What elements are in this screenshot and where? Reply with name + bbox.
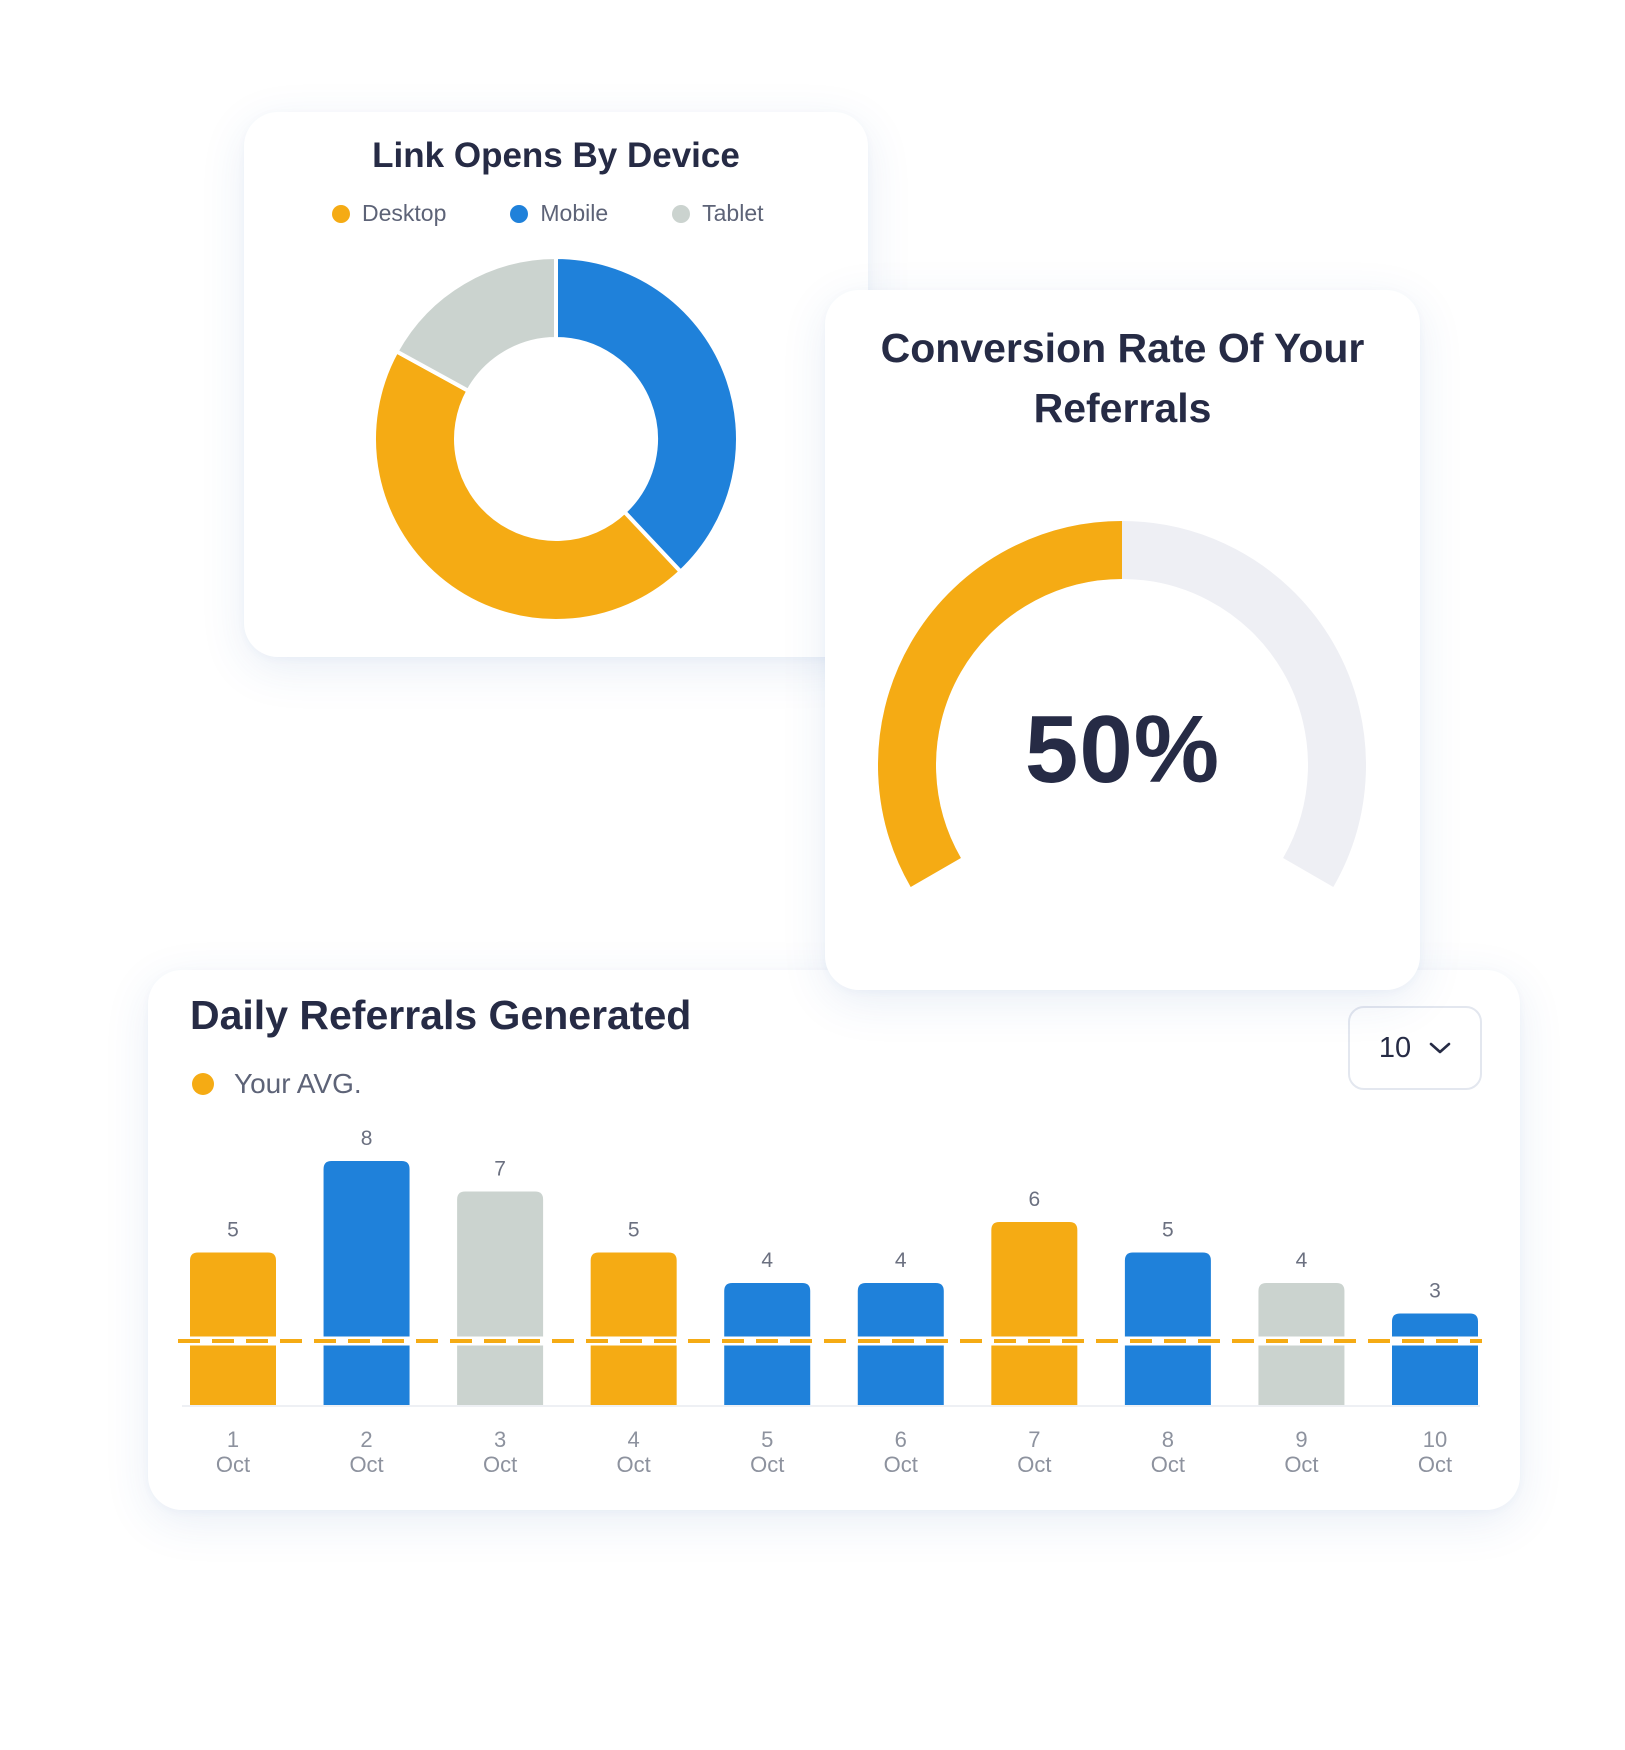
data-label-9: 4	[1296, 1249, 1308, 1272]
x-tick-label-8: 8 Oct	[1151, 1427, 1185, 1477]
chevron-down-icon	[1429, 1042, 1451, 1054]
days-count-select[interactable]: 10	[1348, 1006, 1482, 1090]
avg-legend-label: Your AVG.	[234, 1068, 362, 1099]
device-legend: Desktop Mobile Tablet	[332, 200, 764, 227]
gauge-fill	[878, 521, 1123, 887]
legend-item-mobile: Mobile	[510, 200, 608, 227]
x-tick-label-4: 4 Oct	[617, 1427, 651, 1477]
conversion-card: Conversion Rate Of Your Referrals 50%	[825, 290, 1420, 990]
x-tick-label-2: 2 Oct	[349, 1427, 383, 1477]
data-label-1: 5	[227, 1219, 239, 1242]
device-chart-title: Link Opens By Device	[372, 136, 740, 175]
legend-item-desktop: Desktop	[332, 200, 446, 227]
conversion-gauge	[878, 521, 1366, 887]
legend-label-mobile: Mobile	[540, 200, 609, 226]
conversion-chart-title: Conversion Rate Of Your Referrals	[880, 325, 1365, 431]
mobile-dot-icon	[510, 204, 529, 223]
bar-1	[190, 1252, 276, 1405]
bar-8	[1124, 1252, 1211, 1405]
data-label-5: 4	[761, 1249, 773, 1272]
data-label-10: 3	[1429, 1280, 1441, 1303]
daily-referrals-card: 5 1 Oct 8 2 Oct 7 3 Oct 5 4 Oct 4 5 Oct 4 6 Oct 6 7 Oct 5 8 Oct…	[148, 970, 1520, 1510]
legend-label-desktop: Desktop	[362, 200, 447, 226]
x-tick-label-1: 1 Oct	[216, 1427, 250, 1477]
bar-3	[457, 1191, 544, 1405]
donut-slice-tablet	[394, 255, 558, 393]
data-label-3: 7	[494, 1158, 506, 1181]
avg-dot-icon	[192, 1073, 214, 1095]
data-label-2: 8	[361, 1127, 373, 1150]
legend-label-tablet: Tablet	[702, 200, 764, 226]
bar-4	[590, 1252, 677, 1405]
x-tick-label-9: 9 Oct	[1284, 1427, 1318, 1477]
data-label-6: 4	[895, 1249, 907, 1272]
x-tick-label-7: 7 Oct	[1017, 1427, 1051, 1477]
tablet-dot-icon	[672, 204, 691, 223]
bar-2	[323, 1161, 410, 1405]
bar-7	[991, 1222, 1078, 1405]
days-count-value: 10	[1378, 1031, 1412, 1064]
avg-legend: Your AVG.	[192, 1068, 362, 1100]
x-tick-label-6: 6 Oct	[884, 1427, 918, 1477]
daily-referrals-bar-chart: 5 1 Oct 8 2 Oct 7 3 Oct 5 4 Oct 4 5 Oct 4 6 Oct 6 7 Oct 5 8 Oct…	[178, 1127, 1482, 1477]
donut-slice-desktop	[372, 349, 683, 623]
bar-10	[1392, 1313, 1478, 1405]
device-donut-chart	[372, 255, 740, 623]
data-label-4: 5	[628, 1219, 640, 1242]
donut-slice-mobile	[554, 255, 740, 574]
x-tick-label-3: 3 Oct	[483, 1427, 517, 1477]
legend-item-tablet: Tablet	[672, 200, 764, 227]
daily-chart-title: Daily Referrals Generated	[190, 992, 692, 1038]
desktop-dot-icon	[332, 204, 350, 223]
data-label-7: 6	[1028, 1188, 1040, 1211]
data-label-8: 5	[1162, 1219, 1174, 1242]
x-tick-label-10: 10 Oct	[1418, 1427, 1452, 1477]
device-card: Link Opens By Device Desktop Mobile Tabl…	[244, 112, 868, 657]
conversion-value: 50%	[1024, 696, 1221, 803]
x-tick-label-5: 5 Oct	[750, 1427, 784, 1477]
